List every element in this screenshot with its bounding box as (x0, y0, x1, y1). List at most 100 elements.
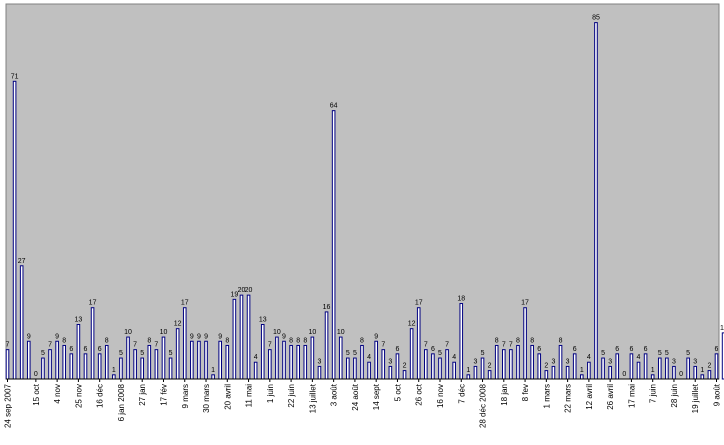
data-label: 6 (715, 346, 719, 353)
data-label: 19 (230, 291, 238, 298)
bar (579, 374, 584, 380)
data-label: 1 (580, 367, 584, 374)
bar (431, 353, 435, 380)
bar (83, 353, 88, 380)
data-label: 5 (41, 350, 45, 357)
bar (551, 365, 556, 380)
x-tick-label: 28 juin (670, 384, 679, 408)
x-tick-label: 22 mars (564, 384, 573, 413)
data-label: 6 (69, 346, 73, 353)
bar (338, 336, 343, 380)
bar (381, 349, 386, 380)
x-tick-label: 16 déc (96, 384, 105, 408)
data-label: 4 (367, 354, 371, 361)
data-label: 8 (303, 337, 307, 344)
x-tick-label: 24 sep 2007 (4, 383, 13, 428)
data-label: 16 (323, 304, 331, 311)
data-label: 4 (587, 354, 591, 361)
data-label: 4 (254, 354, 258, 361)
x-tick-label: 7 juin (649, 384, 658, 403)
data-label: 12 (174, 321, 182, 328)
x-tick-label: 4 nov (53, 384, 62, 404)
bar (367, 361, 371, 380)
bar (615, 353, 620, 380)
data-label: 8 (62, 337, 66, 344)
data-label: 6 (615, 346, 619, 353)
data-label: 5 (119, 350, 123, 357)
bar (629, 353, 634, 380)
data-label: 18 (457, 296, 465, 303)
bar (353, 357, 357, 380)
bar (445, 349, 449, 380)
data-label: 5 (346, 350, 350, 357)
x-tick-label: 1 juin (266, 384, 275, 403)
x-tick-label: 15 oct (32, 383, 41, 406)
data-label: 17 (89, 300, 97, 307)
data-label: 7 (48, 342, 52, 349)
bar (154, 349, 159, 380)
bar (388, 365, 393, 380)
data-label: 1 (700, 367, 704, 374)
data-label: 20 (245, 287, 253, 294)
bar (317, 365, 322, 380)
data-label: 5 (353, 350, 357, 357)
data-label: 4 (452, 354, 456, 361)
bar (530, 344, 534, 380)
data-label: 5 (169, 350, 173, 357)
bar (714, 353, 719, 380)
data-label: 6 (537, 346, 541, 353)
x-tick-label: 20 avril (223, 384, 232, 410)
data-label: 6 (644, 346, 648, 353)
bar (544, 370, 549, 380)
bar (161, 336, 166, 380)
bar (360, 344, 364, 380)
x-tick-label: 28 déc 2008 (479, 383, 488, 428)
data-label: 9 (204, 333, 208, 340)
data-label: 13 (259, 316, 267, 323)
data-label: 5 (658, 350, 662, 357)
data-label: 7 (6, 342, 10, 349)
data-label: 1 (211, 367, 215, 374)
bar (473, 365, 478, 380)
x-tick-labels-layer: 24 sep 2007 15 oct 4 nov 25 nov 16 déc 6 jan … (4, 383, 722, 428)
bar (700, 374, 705, 380)
data-label: 4 (637, 354, 641, 361)
bar (587, 361, 591, 380)
x-tick-label: 9 août (713, 383, 722, 406)
data-label: 10 (337, 329, 345, 336)
bar (12, 80, 17, 380)
x-tick-label: 13 juillet (308, 383, 317, 413)
data-label: 17 (181, 300, 189, 307)
bar (76, 323, 81, 380)
bar (246, 294, 251, 380)
plot-area (5, 3, 720, 380)
data-label: 5 (438, 350, 442, 357)
bar (168, 357, 173, 380)
data-label: 0 (679, 371, 683, 378)
x-tick-label: 26 avril (606, 384, 615, 410)
data-label: 7 (424, 342, 428, 349)
bar (523, 307, 527, 380)
x-tick-label: 24 août (351, 383, 360, 410)
data-label: 3 (608, 358, 612, 365)
data-label: 5 (601, 350, 605, 357)
data-label: 6 (84, 346, 88, 353)
data-label: 3 (318, 358, 322, 365)
bar (48, 349, 52, 380)
bar (90, 307, 95, 380)
data-label: 2 (403, 363, 407, 370)
data-label: 9 (197, 333, 201, 340)
data-label: 10 (160, 329, 168, 336)
x-tick-label: 11 mai (245, 384, 254, 408)
data-label: 1 (112, 367, 116, 374)
bar (395, 353, 400, 380)
data-label: 8 (289, 337, 293, 344)
data-label: 8 (516, 337, 520, 344)
data-label: 85 (592, 15, 600, 22)
bar (509, 349, 513, 380)
bar (672, 365, 676, 380)
x-tick-label: 18 jan (500, 384, 509, 406)
